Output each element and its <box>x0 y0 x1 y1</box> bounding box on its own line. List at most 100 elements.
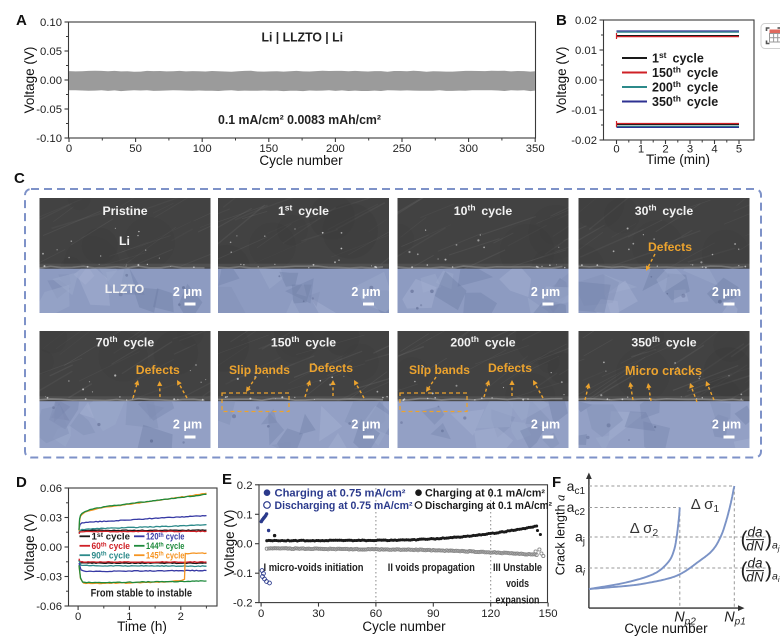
svg-text:200th cycle: 200th cycle <box>450 334 515 350</box>
svg-text:Micro cracks: Micro cracks <box>625 364 702 378</box>
svg-text:C: C <box>14 170 25 187</box>
svg-text:Defects: Defects <box>309 361 353 375</box>
svg-text:Cycle number: Cycle number <box>362 619 446 634</box>
svg-text:2 μm: 2 μm <box>531 285 560 299</box>
svg-text:Cycle number: Cycle number <box>624 621 708 636</box>
svg-text:90: 90 <box>427 608 440 620</box>
svg-text:2 μm: 2 μm <box>351 285 380 299</box>
svg-text:0: 0 <box>66 143 72 155</box>
svg-text:2: 2 <box>178 611 184 623</box>
svg-text:1: 1 <box>638 144 644 156</box>
svg-text:I micro-voids initiation: I micro-voids initiation <box>264 562 364 574</box>
svg-text:0.02: 0.02 <box>575 15 597 27</box>
svg-text:2 μm: 2 μm <box>173 285 202 299</box>
svg-text:Defects: Defects <box>136 363 180 377</box>
svg-text:5: 5 <box>736 144 742 156</box>
svg-text:250: 250 <box>393 143 412 155</box>
svg-text:-0.10: -0.10 <box>36 133 62 145</box>
svg-text:E: E <box>222 471 232 488</box>
svg-text:0: 0 <box>613 144 619 156</box>
svg-text:70th cycle: 70th cycle <box>96 334 155 350</box>
svg-text:0.1 mA/cm² 0.0083 mAh/cm²: 0.1 mA/cm² 0.0083 mAh/cm² <box>218 113 381 127</box>
svg-text:Discharging at 0.1 mA/cm²: Discharging at 0.1 mA/cm² <box>425 500 552 512</box>
svg-text:-0.02: -0.02 <box>571 135 597 147</box>
svg-text:Charging at 0.1 mA/cm²: Charging at 0.1 mA/cm² <box>425 488 545 500</box>
svg-text:120th cycle: 120th cycle <box>146 532 185 542</box>
svg-text:0.05: 0.05 <box>40 46 62 58</box>
svg-text:aj: aj <box>772 540 780 554</box>
svg-text:0: 0 <box>75 611 81 623</box>
svg-text:dN: dN <box>746 539 764 554</box>
svg-text:90th cycle: 90th cycle <box>92 551 131 561</box>
svg-text:120: 120 <box>481 608 500 620</box>
svg-text:0.00: 0.00 <box>575 75 597 87</box>
svg-text:144th cycle: 144th cycle <box>146 541 185 551</box>
svg-text:Δ σ2: Δ σ2 <box>630 520 659 539</box>
svg-text:60: 60 <box>370 608 383 620</box>
svg-text:dN: dN <box>746 570 764 585</box>
svg-text:150: 150 <box>259 143 278 155</box>
svg-text:150: 150 <box>539 608 558 620</box>
svg-text:-0.2: -0.2 <box>233 598 252 610</box>
svg-text:Time (h): Time (h) <box>117 619 167 634</box>
svg-text:Time (min): Time (min) <box>646 152 710 167</box>
svg-text:Charging at 0.75 mA/cm²: Charging at 0.75 mA/cm² <box>275 488 406 500</box>
svg-text:ai: ai <box>772 571 780 585</box>
svg-text:Voltage (V): Voltage (V) <box>22 47 37 114</box>
svg-text:0.00: 0.00 <box>40 75 62 87</box>
svg-text:0.0: 0.0 <box>237 539 253 551</box>
svg-text:0.2: 0.2 <box>237 480 253 492</box>
svg-text:60th cycle: 60th cycle <box>92 541 131 551</box>
svg-text:D: D <box>16 474 27 491</box>
svg-text:0.03: 0.03 <box>40 513 62 525</box>
svg-text:350th cycle: 350th cycle <box>652 94 718 110</box>
svg-text:B: B <box>556 12 567 29</box>
svg-text:-0.03: -0.03 <box>36 572 62 584</box>
svg-text:350: 350 <box>526 143 545 155</box>
svg-text:Slip bands: Slip bands <box>409 363 470 377</box>
svg-text:50: 50 <box>129 143 142 155</box>
svg-text:10th cycle: 10th cycle <box>454 203 513 219</box>
svg-text:A: A <box>16 12 27 29</box>
svg-text:Pristine: Pristine <box>102 204 147 218</box>
svg-text:Voltage (V): Voltage (V) <box>222 510 237 577</box>
svg-text:200: 200 <box>326 143 345 155</box>
svg-text:Li: Li <box>119 234 130 248</box>
svg-text:Voltage (V): Voltage (V) <box>554 47 569 114</box>
svg-text:30: 30 <box>312 608 325 620</box>
svg-text:): ) <box>765 528 772 551</box>
svg-text:-0.05: -0.05 <box>36 104 62 116</box>
svg-text:4: 4 <box>711 144 717 156</box>
svg-text:300: 300 <box>459 143 478 155</box>
svg-text:2 μm: 2 μm <box>173 418 202 432</box>
svg-text:da: da <box>747 556 763 571</box>
svg-text:(: ( <box>741 528 748 551</box>
svg-text:150th cycle: 150th cycle <box>652 65 718 81</box>
svg-text:Np1: Np1 <box>724 610 746 628</box>
svg-text:aj: aj <box>575 529 585 548</box>
svg-text:1st cycle: 1st cycle <box>92 532 131 542</box>
svg-text:0.06: 0.06 <box>40 483 62 495</box>
svg-text:0.1: 0.1 <box>237 509 253 521</box>
svg-text:3: 3 <box>687 144 693 156</box>
svg-text:150th cycle: 150th cycle <box>271 334 336 350</box>
svg-text:2: 2 <box>662 144 668 156</box>
svg-text:Δ σ1: Δ σ1 <box>691 496 720 515</box>
svg-text:III Unstable: III Unstable <box>493 562 542 574</box>
svg-text:0: 0 <box>258 608 264 620</box>
svg-text:II voids propagation: II voids propagation <box>388 562 475 574</box>
svg-text:2 μm: 2 μm <box>712 418 741 432</box>
svg-text:30th cycle: 30th cycle <box>635 203 694 219</box>
svg-text:voids: voids <box>506 578 529 590</box>
svg-text:From stable to instable: From stable to instable <box>91 588 192 600</box>
svg-text:ac1: ac1 <box>567 478 586 497</box>
svg-text:2 μm: 2 μm <box>712 285 741 299</box>
svg-text:1: 1 <box>126 611 132 623</box>
svg-text:expansion: expansion <box>496 595 540 607</box>
svg-text:LLZTO: LLZTO <box>105 282 145 296</box>
svg-text:Defects: Defects <box>648 240 692 254</box>
svg-text:Defects: Defects <box>488 361 532 375</box>
svg-text:Crack length a: Crack length a <box>554 495 568 576</box>
svg-text:200th cycle: 200th cycle <box>652 79 718 95</box>
svg-text:-0.01: -0.01 <box>571 105 597 117</box>
